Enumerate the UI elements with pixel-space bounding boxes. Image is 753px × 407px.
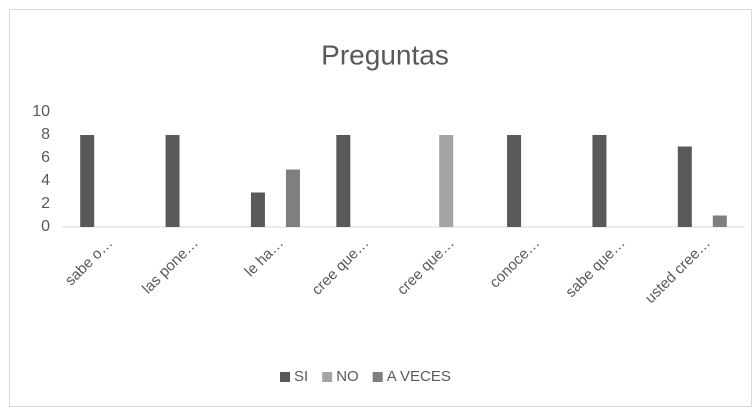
legend-label: A VECES: [387, 368, 451, 385]
bar: [250, 192, 265, 227]
bar: [507, 135, 522, 227]
y-tick-label: 2: [41, 195, 50, 212]
x-tick-label: le ha…: [241, 235, 287, 281]
x-tick-label: sabe que…: [562, 235, 628, 301]
bar: [439, 135, 454, 227]
x-tick-label: cree que…: [309, 235, 373, 299]
bar: [285, 169, 300, 227]
y-tick-label: 8: [41, 126, 50, 143]
y-tick-label: 10: [32, 103, 50, 120]
legend-swatch: [280, 372, 290, 382]
x-tick-label: conoce…: [486, 235, 543, 292]
bar: [592, 135, 607, 227]
bar: [80, 135, 95, 227]
legend-label: SI: [294, 368, 308, 385]
bar: [165, 135, 180, 227]
y-tick-label: 6: [41, 149, 50, 166]
bar: [677, 146, 692, 227]
legend-swatch: [372, 372, 383, 382]
legend-label: NO: [336, 368, 359, 385]
x-tick-label: usted cree…: [642, 235, 714, 307]
legend-swatch: [322, 372, 333, 382]
x-tick-label: cree que…: [394, 235, 458, 299]
chart-title: Preguntas: [321, 39, 449, 70]
y-tick-label: 4: [41, 172, 50, 189]
x-tick-label: las pone…: [139, 235, 202, 298]
y-tick-label: 0: [41, 218, 50, 235]
bar: [712, 215, 727, 227]
bar: [336, 135, 351, 227]
x-tick-label: sabe o…: [62, 235, 116, 289]
